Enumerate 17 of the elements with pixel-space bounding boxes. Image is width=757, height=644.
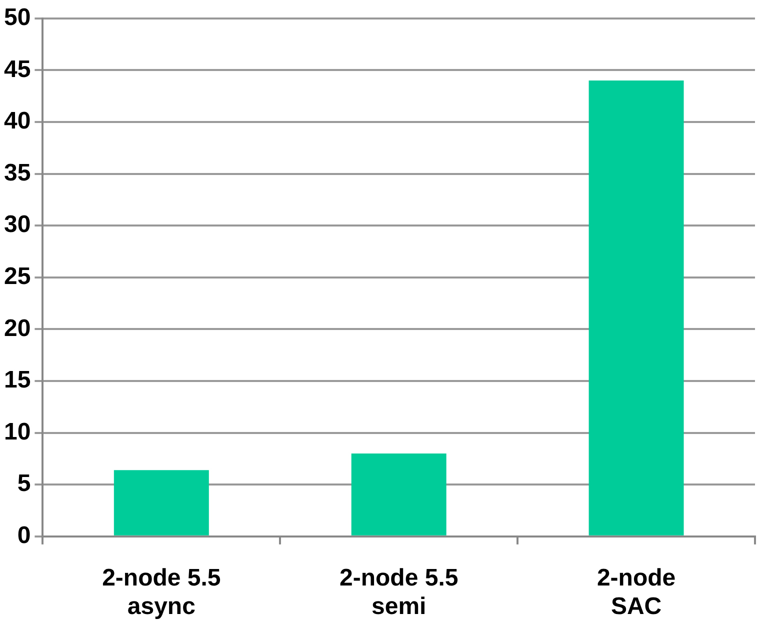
x-tick-label: 2-node SAC — [596, 564, 676, 620]
y-tick-label: 35 — [4, 159, 31, 186]
y-tick-label: 45 — [4, 56, 31, 83]
bar — [114, 470, 209, 536]
y-tick-label: 25 — [4, 263, 31, 290]
y-tick-label: 20 — [4, 314, 31, 342]
y-tick-label: 15 — [4, 366, 31, 394]
y-tick-label: 0 — [17, 522, 31, 550]
x-tick-label: 2-node 5.5 async — [102, 564, 221, 620]
y-tick-label: 40 — [4, 108, 31, 135]
bar — [588, 80, 684, 536]
bar — [351, 454, 446, 536]
y-tick-label: 50 — [4, 4, 31, 32]
y-tick-label: 5 — [17, 470, 31, 498]
y-tick-label: 10 — [4, 418, 31, 446]
y-tick-label: 30 — [4, 211, 31, 238]
x-tick-label: 2-node 5.5 semi — [339, 564, 458, 620]
